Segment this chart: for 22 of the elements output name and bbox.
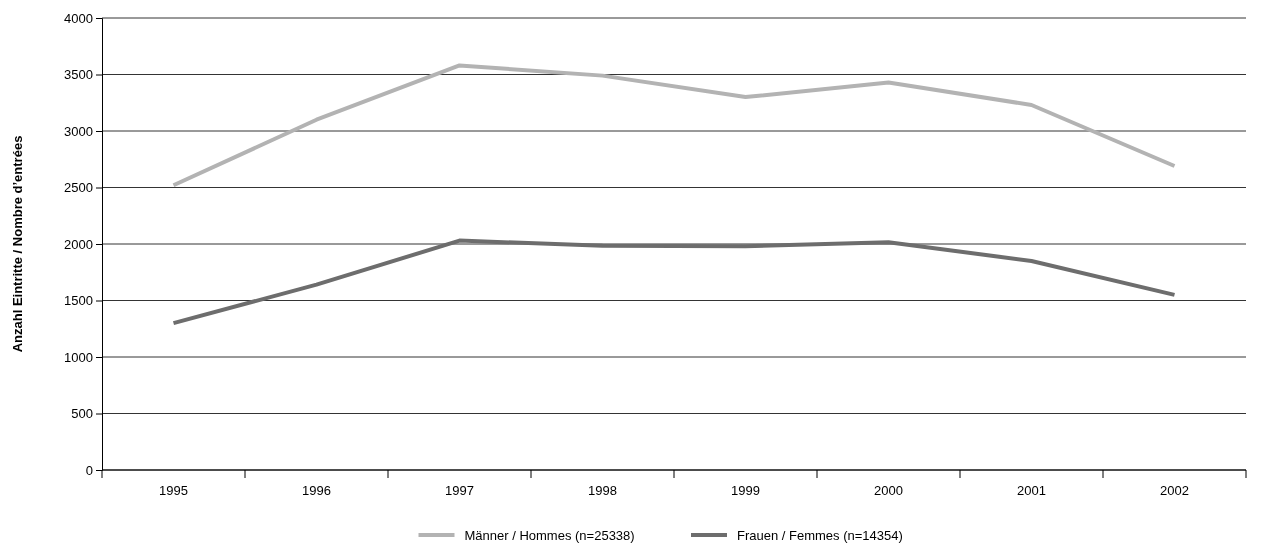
- y-tick-label: 2000: [64, 236, 93, 252]
- y-tick-label: 3500: [64, 67, 93, 83]
- line-series: [171, 63, 1177, 188]
- y-tick-label: 500: [71, 406, 93, 422]
- legend-label: Männer / Hommes (n=25338): [464, 528, 635, 543]
- x-tick-label: 1999: [731, 483, 760, 498]
- x-tick-label: 1997: [445, 483, 474, 498]
- x-tick-label: 2000: [874, 483, 903, 498]
- y-tick-label: 0: [85, 462, 93, 478]
- y-tick-label: 2500: [64, 180, 93, 196]
- x-tick-label: 2001: [1017, 483, 1046, 498]
- x-tick-label: 1995: [159, 483, 188, 498]
- x-tick-label: 1998: [588, 483, 617, 498]
- line-series: [171, 238, 1177, 326]
- y-tick-label: 3000: [64, 123, 93, 139]
- legend-label: Frauen / Femmes (n=14354): [737, 528, 903, 543]
- y-tick-label: 1500: [64, 293, 93, 309]
- x-tick-label: 1996: [302, 483, 331, 498]
- x-tick-label: 2002: [1160, 483, 1189, 498]
- y-tick-label: 1000: [64, 349, 93, 365]
- y-tick-label: 4000: [64, 10, 93, 26]
- y-axis-title: Anzahl Eintritte / Nombre d’entrées: [10, 135, 25, 353]
